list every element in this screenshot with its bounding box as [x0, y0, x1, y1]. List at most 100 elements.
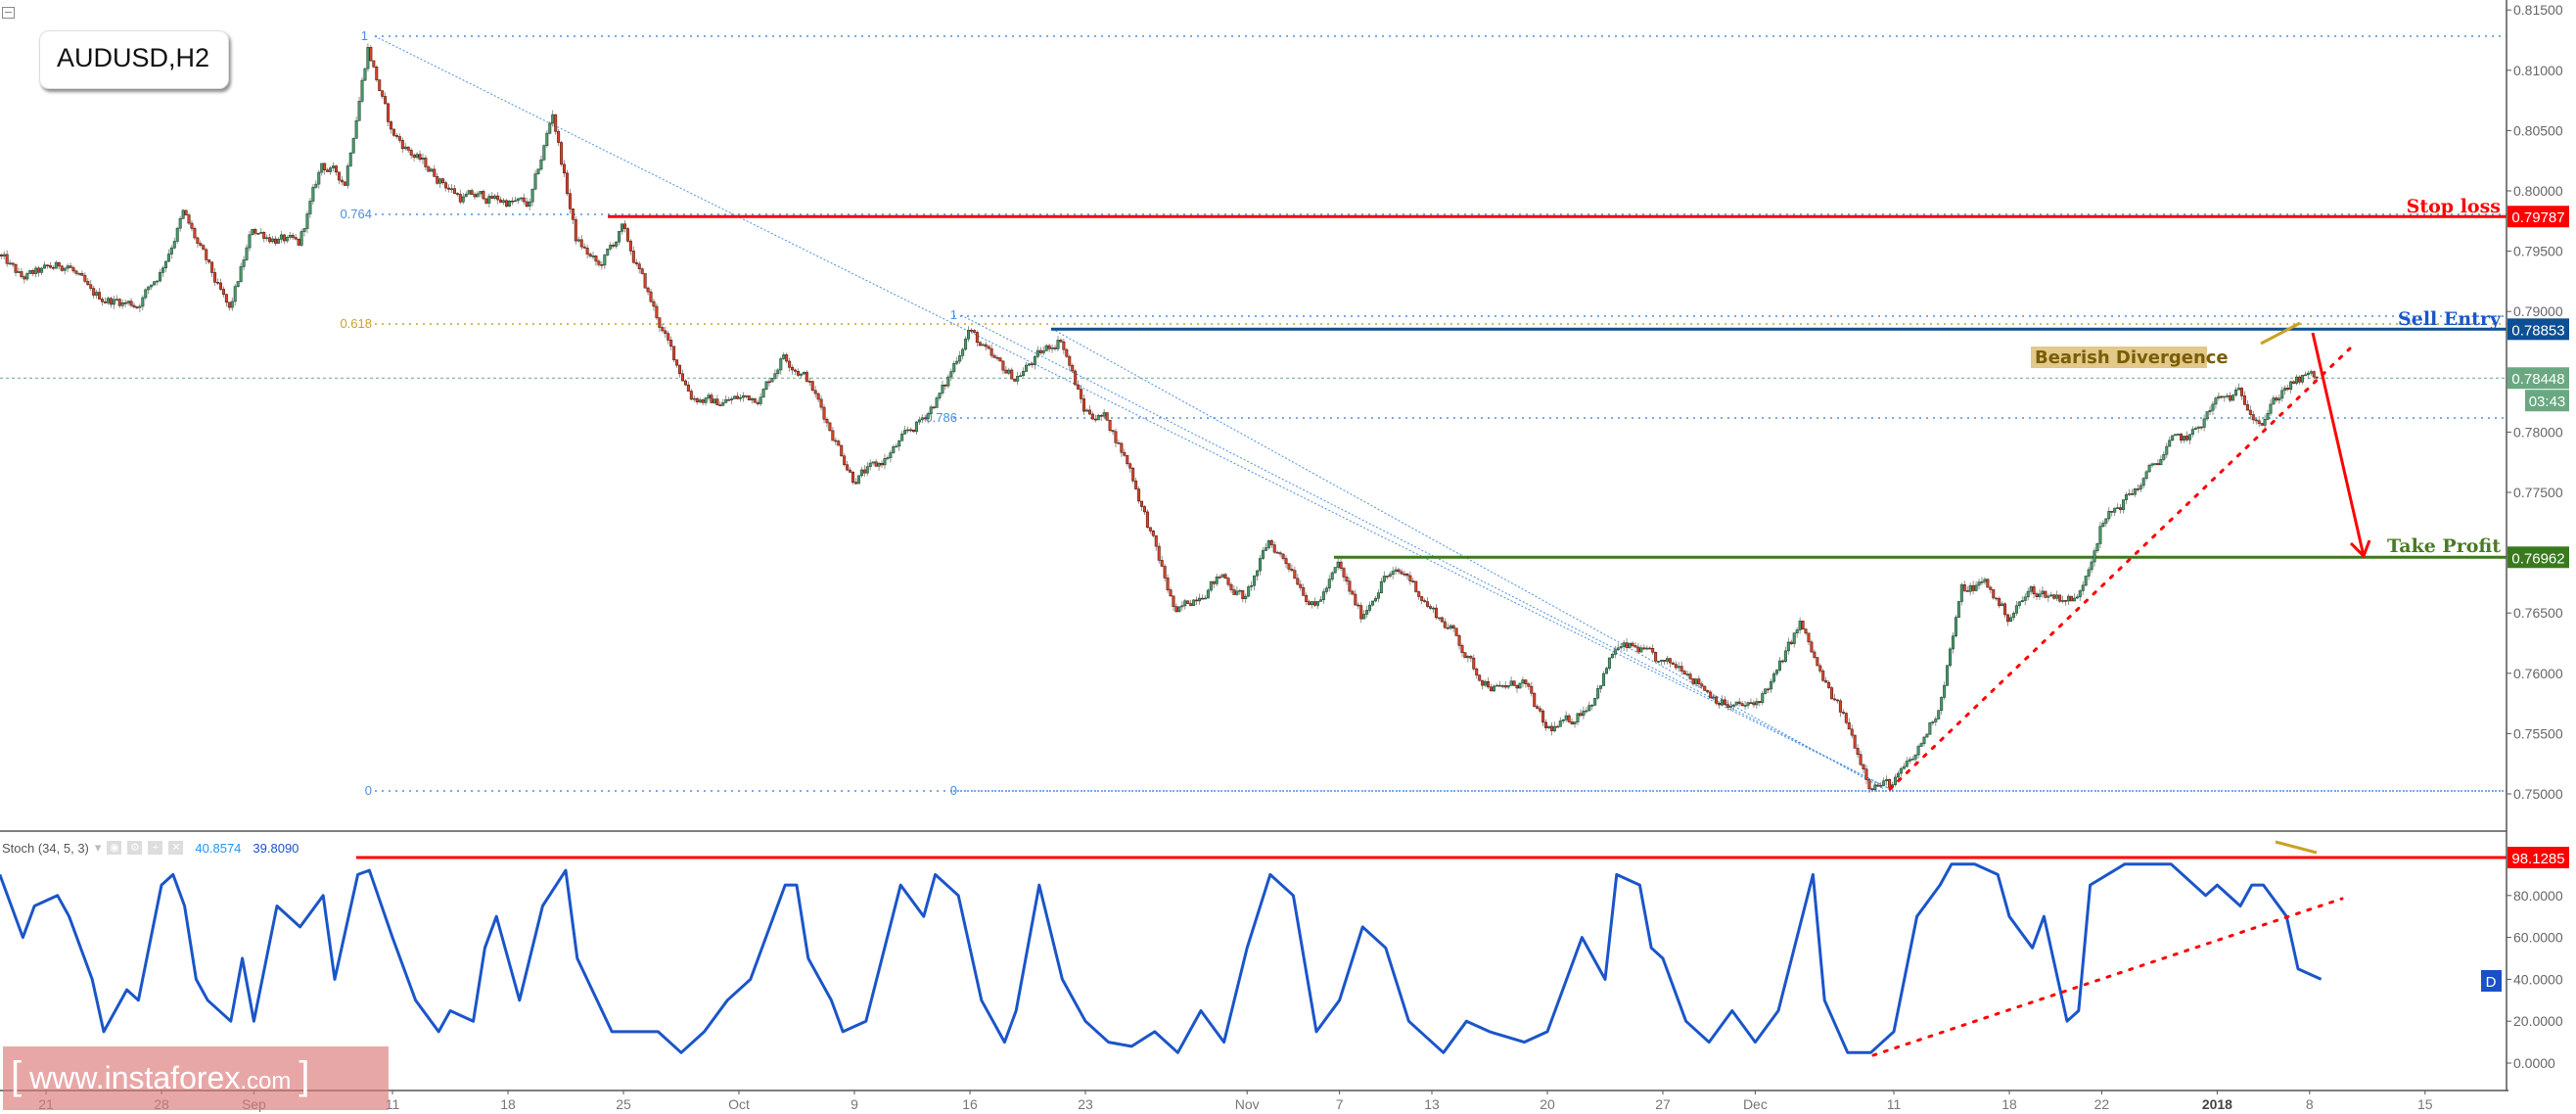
price-tick-label: 0.76000 [2513, 666, 2563, 681]
candle [2069, 595, 2073, 602]
candle [1053, 345, 1057, 351]
bull-candle-body [591, 255, 595, 257]
candle [2052, 593, 2056, 600]
bull-candle-body [138, 305, 142, 308]
price-tick-label: 0.80500 [2513, 122, 2563, 138]
candle [1850, 724, 1854, 739]
bull-candle-body [1968, 584, 1972, 592]
bear-candle-body [1737, 701, 1741, 705]
candle [545, 130, 549, 148]
candle [794, 368, 798, 375]
bear-candle-body [1472, 657, 1476, 670]
candle [972, 329, 976, 334]
candle [1919, 742, 1923, 747]
candle [458, 189, 462, 205]
bull-candle-body [115, 299, 118, 301]
candle [1648, 646, 1652, 650]
candle [172, 237, 176, 250]
candle [2144, 470, 2148, 481]
bear-candle-body [1835, 699, 1839, 702]
bull-candle-body [288, 234, 292, 238]
bear-candle-body [1810, 641, 1814, 653]
candle [1423, 598, 1427, 603]
indicator-name[interactable]: Stoch (34, 5, 3) [2, 840, 89, 856]
bear-candle-body [1870, 788, 1874, 791]
candle [1090, 411, 1094, 420]
candle [1783, 646, 1787, 664]
candle [655, 302, 659, 320]
bear-candle-body [1555, 725, 1559, 728]
bear-candle-body [2006, 614, 2010, 623]
bull-candle-body [1022, 371, 1026, 377]
candle [1931, 720, 1935, 726]
candle [1937, 710, 1941, 720]
bull-candle-body [1951, 635, 1955, 650]
candle [48, 261, 52, 269]
bull-candle-body [802, 371, 805, 375]
bear-candle-body [631, 251, 635, 263]
candle [1376, 589, 1380, 603]
bear-candle-body [505, 200, 509, 207]
bull-candle-body [493, 195, 497, 199]
bull-candle-body [2309, 371, 2313, 374]
candle [305, 210, 309, 234]
bear-candle-body [400, 140, 404, 150]
bear-candle-body [23, 276, 26, 280]
candle [345, 162, 349, 189]
bear-candle-body [715, 398, 719, 405]
candle [1117, 440, 1121, 444]
candle [1484, 679, 1488, 687]
candle [1025, 361, 1029, 372]
candle [2245, 399, 2249, 411]
gear-icon[interactable]: ⚙ [127, 841, 143, 855]
candle [1223, 573, 1227, 580]
candle [2104, 518, 2108, 527]
plus-icon[interactable]: + [148, 841, 163, 855]
candle [1134, 477, 1138, 490]
candle [141, 295, 145, 310]
bear-candle-body [2003, 603, 2007, 616]
eye-icon[interactable]: ◉ [107, 841, 122, 855]
bear-candle-body [1789, 641, 1793, 644]
candle [1633, 642, 1637, 649]
candle [2171, 435, 2175, 441]
bear-candle-body [337, 171, 341, 181]
candle [1166, 574, 1170, 593]
bull-candle-body [949, 371, 953, 378]
close-icon[interactable]: ✕ [168, 841, 184, 855]
bull-candle-body [1761, 693, 1765, 704]
candle [1281, 553, 1285, 561]
bear-candle-body [984, 344, 988, 348]
bear-candle-body [253, 229, 257, 234]
bull-candle-body [856, 475, 860, 485]
bear-candle-body [1397, 569, 1401, 573]
bull-candle-body [2124, 493, 2128, 500]
bear-candle-body [1123, 451, 1127, 456]
candle [184, 209, 188, 216]
candle [1151, 530, 1155, 538]
collapse-pane-icon[interactable] [2, 7, 15, 19]
bull-candle-body [920, 417, 924, 421]
candle [1077, 380, 1081, 390]
candle [34, 265, 38, 278]
candle [658, 317, 662, 333]
candle [1625, 637, 1629, 652]
candle [2289, 380, 2293, 394]
candle [1027, 362, 1031, 367]
candle [1530, 681, 1534, 697]
bear-candle-body [427, 166, 431, 172]
bear-candle-body [1013, 378, 1017, 382]
candle [505, 199, 509, 209]
bear-candle-body [1700, 683, 1704, 687]
indicator-dropdown-icon[interactable]: ▾ [94, 840, 102, 855]
bull-candle-body [1552, 725, 1556, 731]
candle [1582, 706, 1586, 719]
candle [1339, 558, 1343, 572]
fib-label: 1 [950, 307, 957, 322]
candle [433, 164, 437, 178]
bull-candle-body [1495, 684, 1498, 687]
candle [28, 269, 32, 275]
candle [1359, 602, 1363, 624]
candle [242, 255, 246, 271]
